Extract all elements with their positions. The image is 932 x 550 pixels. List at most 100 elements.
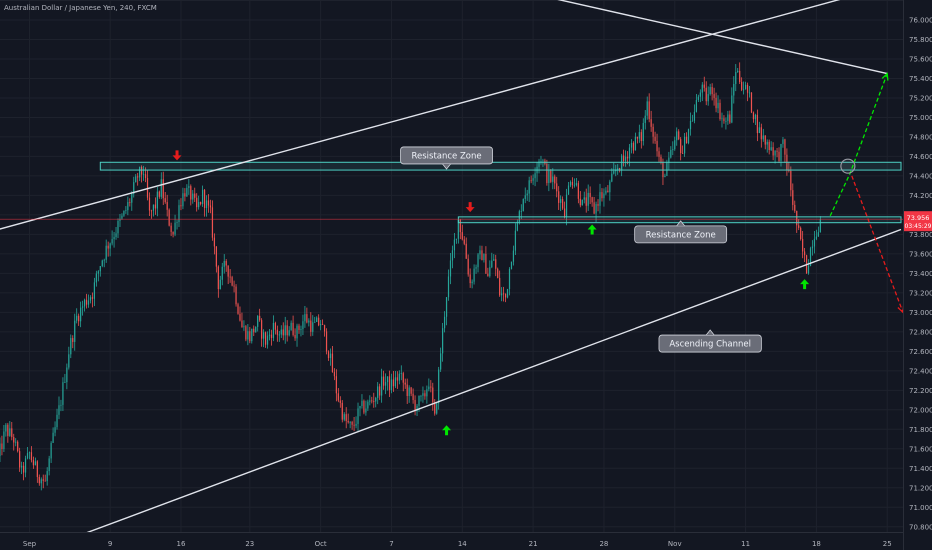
candle-body [245,326,247,340]
candle-body [402,373,404,383]
y-tick-label: 75.000 [909,114,932,122]
candle-body [160,179,162,197]
candle-body [406,384,408,396]
candle-body [802,238,804,252]
candle-body [353,424,355,426]
y-tick-label: 75.800 [909,36,932,44]
descending-trend-line [557,0,888,75]
candle-body [249,331,251,342]
candle-body [111,239,113,244]
candle-body [355,423,357,426]
candle-body [420,395,422,397]
candle-body [646,101,648,116]
candle-body [735,72,737,84]
candle-body [327,351,330,359]
candle-body [546,163,548,184]
candle-body [337,393,339,401]
x-tick-label: 7 [389,540,393,548]
candle-body [251,328,253,342]
candle-body [24,458,27,473]
candle-body [345,414,347,421]
x-tick-label: 21 [529,540,538,548]
candle-body [717,102,719,109]
candle-body [272,322,275,338]
candle-body [105,245,107,260]
candle-body [30,452,33,461]
y-tick-label: 72.000 [909,406,932,414]
candle-body [217,266,219,290]
candle-body [654,136,656,141]
candle-body [314,321,316,323]
candle-body [695,99,698,112]
candle-body [672,149,674,151]
candle-body [318,317,320,326]
candle-body [78,315,80,322]
candle-body [91,297,94,299]
candle-body [766,141,768,145]
candle-body [351,422,353,425]
candle-body [782,139,784,144]
candle-body [597,204,599,206]
candle-body [770,147,772,151]
candle-body [514,230,517,251]
candle-body [776,150,778,152]
candle-body [396,377,398,381]
candle-body [532,178,534,181]
candle-body [127,202,129,211]
candle-body [284,325,286,336]
y-tick-label: 75.200 [909,94,932,102]
candle-body [320,324,322,326]
y-tick-label: 71.400 [909,465,932,473]
candle-body [662,161,664,178]
candle-body [542,160,544,162]
plot-area: Resistance Zone Resistance Zone Ascending … [0,0,903,532]
candle-body [203,189,206,209]
candle-body [638,132,640,139]
candle-body [815,236,818,239]
y-tick-label: 73.000 [909,309,932,317]
candle-body [215,246,217,267]
candle-body [184,193,186,197]
candle-body [247,331,249,340]
candle-body [205,200,208,209]
candle-body [666,162,668,176]
green-up-arrow-shape [587,224,597,235]
candle-body [141,166,143,175]
candle-body [176,222,178,223]
candle-body [32,460,35,466]
candle-body [207,200,210,206]
candle-body [426,389,428,397]
candle-body [107,245,109,249]
candle-body [489,267,491,277]
candle-body [467,258,469,275]
candle-body [504,293,507,298]
green-up-arrow [800,279,810,290]
candle-body [495,259,497,269]
candle-body [463,239,465,244]
candle-body [530,180,532,182]
candle-body [713,94,715,98]
candle-body [392,379,395,387]
candle-body [432,387,434,403]
candle-body [540,161,542,162]
candle-body [68,354,70,368]
y-tick-label: 74.400 [909,172,932,180]
candle-body [764,135,766,145]
candle-body [26,453,29,459]
candle-body [581,199,583,206]
candle-body [707,94,709,102]
candle-body [312,322,314,332]
candle-body [699,92,701,97]
candle-body [227,265,229,277]
candle-body [262,332,265,339]
candle-body [485,253,487,274]
red-down-arrow [172,150,182,161]
candle-body [556,183,558,192]
candle-body [471,281,473,284]
candle-body [605,190,607,194]
ascending-channel-label-pointer [705,329,715,336]
candles [0,62,821,491]
candle-body [296,325,298,339]
candle-body [697,96,699,100]
